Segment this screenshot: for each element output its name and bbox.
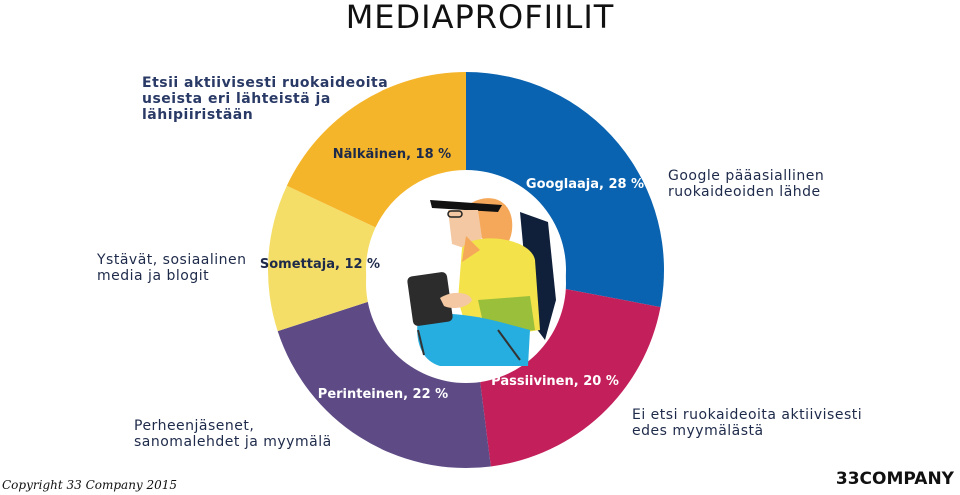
slice-labels: Googlaaja, 28 % Passiivinen, 20 % Perintei… [260,147,644,402]
note-line: media ja blogit [97,268,210,284]
hand [440,292,472,308]
note-line: sanomalehdet ja myymälä [134,434,332,450]
slice-perinteinen [277,300,491,468]
note-line: Ystävät, sosiaalinen [97,252,247,268]
slice-label: Passiivinen, 20 % [491,374,619,389]
note-line: Ei etsi ruokaideoita aktiivisesti [632,407,863,423]
note-line: edes myymälästä [632,423,764,439]
chair-legs [417,329,521,361]
company-logo: 33COMPANY [835,469,954,489]
note-family-newspapers: Perheenjäsenet, sanomalehdet ja myymälä [134,418,332,450]
hair-strand [462,236,480,262]
note-active-searcher: Etsii aktiivisesti ruokaideoita useista … [142,75,388,123]
note-line: ruokaideoiden lähde [668,184,821,200]
slice-passiivinen [478,288,661,467]
donut-slices [268,72,664,468]
note-google-source: Google pääasiallinen ruokaideoiden lähde [668,168,824,200]
slice-googlaaja [466,72,664,308]
note-line: lähipiiristään [142,107,254,123]
slice-label: Somettaja, 12 % [260,257,380,272]
slice-n-lk-inen [286,72,466,228]
note-line: Perheenjäsenet, [134,418,255,434]
slice-label: Googlaaja, 28 % [526,177,644,192]
copyright-text: Copyright 33 Company 2015 [2,478,178,492]
tablet-icon [407,272,453,326]
slice-label: Perinteinen, 22 % [318,387,448,402]
hat-brim [430,200,502,212]
note-line: Google pääasiallinen [668,168,825,184]
glasses [447,210,463,218]
slice-label: Nälkäinen, 18 % [333,147,451,162]
hair [468,198,513,251]
note-line: Etsii aktiivisesti ruokaideoita [142,75,389,91]
woman-with-tablet-illustration [366,183,566,383]
note-line: useista eri lähteistä ja [142,91,331,107]
blue-trousers [417,313,530,366]
note-friends-social: Ystävät, sosiaalinen media ja blogit [97,252,247,284]
slice-somettaja [268,185,376,332]
face [448,210,482,250]
page-title: MEDIAPROFIILIT [345,0,615,36]
note-not-searching: Ei etsi ruokaideoita aktiivisesti edes m… [632,407,862,439]
